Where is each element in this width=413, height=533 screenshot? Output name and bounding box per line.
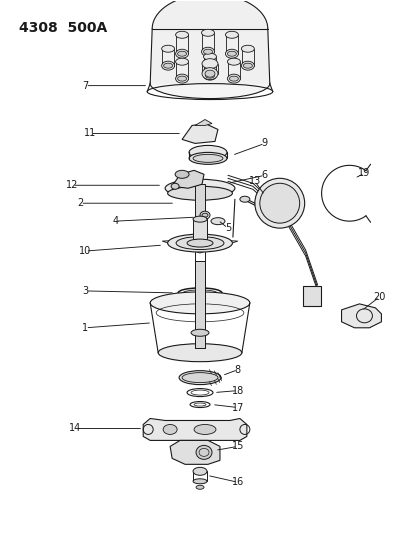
Ellipse shape	[196, 446, 211, 459]
Ellipse shape	[161, 61, 174, 70]
Text: 10: 10	[79, 246, 91, 256]
Ellipse shape	[176, 237, 223, 249]
Text: 11: 11	[84, 128, 96, 139]
Ellipse shape	[254, 179, 304, 228]
Text: 2: 2	[77, 198, 83, 208]
Ellipse shape	[179, 370, 221, 385]
Ellipse shape	[175, 58, 188, 65]
Ellipse shape	[177, 51, 186, 56]
Text: 18: 18	[231, 385, 243, 395]
Text: 5: 5	[224, 223, 230, 233]
Ellipse shape	[203, 53, 216, 60]
Text: 16: 16	[231, 477, 243, 487]
Polygon shape	[150, 0, 269, 84]
Text: 6: 6	[261, 171, 267, 180]
Ellipse shape	[202, 68, 217, 79]
Text: 13: 13	[248, 176, 260, 187]
Ellipse shape	[163, 424, 177, 434]
Polygon shape	[143, 418, 246, 440]
Polygon shape	[199, 239, 237, 243]
Ellipse shape	[259, 183, 299, 223]
Ellipse shape	[189, 146, 226, 159]
Text: 1: 1	[82, 323, 88, 333]
Ellipse shape	[241, 45, 254, 52]
Ellipse shape	[225, 49, 238, 58]
Ellipse shape	[227, 51, 236, 56]
Polygon shape	[162, 239, 199, 243]
Ellipse shape	[175, 31, 188, 38]
Ellipse shape	[163, 63, 172, 68]
Ellipse shape	[201, 29, 214, 36]
Ellipse shape	[150, 69, 269, 99]
Ellipse shape	[187, 239, 212, 247]
Ellipse shape	[227, 74, 240, 83]
Ellipse shape	[167, 234, 232, 252]
Text: 15: 15	[231, 441, 244, 451]
Text: 8: 8	[234, 365, 240, 375]
Ellipse shape	[202, 213, 207, 217]
Ellipse shape	[241, 61, 254, 70]
Ellipse shape	[225, 31, 238, 38]
Text: 14: 14	[69, 423, 81, 433]
Ellipse shape	[192, 467, 206, 475]
Ellipse shape	[175, 74, 188, 83]
Ellipse shape	[202, 59, 217, 69]
Ellipse shape	[205, 73, 214, 78]
Text: 19: 19	[358, 168, 370, 179]
Bar	[192, 219, 206, 239]
Ellipse shape	[192, 216, 206, 222]
Polygon shape	[195, 119, 211, 125]
Polygon shape	[172, 171, 204, 188]
Ellipse shape	[243, 63, 252, 68]
Ellipse shape	[211, 217, 224, 224]
Text: 12: 12	[66, 180, 78, 190]
Ellipse shape	[190, 329, 209, 336]
Text: 7: 7	[82, 80, 88, 91]
Ellipse shape	[175, 171, 189, 179]
Bar	[195, 261, 204, 348]
Ellipse shape	[203, 49, 212, 54]
Polygon shape	[170, 440, 219, 464]
Polygon shape	[194, 231, 206, 239]
Ellipse shape	[229, 76, 238, 81]
Ellipse shape	[150, 292, 249, 314]
Text: 4308  500A: 4308 500A	[19, 21, 107, 35]
Bar	[302, 286, 320, 306]
Text: 3: 3	[82, 286, 88, 296]
Ellipse shape	[167, 186, 232, 200]
Text: 9: 9	[261, 139, 267, 148]
Ellipse shape	[175, 49, 188, 58]
Text: 20: 20	[373, 292, 385, 302]
Polygon shape	[194, 239, 206, 253]
Ellipse shape	[204, 70, 214, 77]
Text: 4: 4	[112, 216, 118, 226]
Polygon shape	[341, 304, 380, 328]
Bar	[195, 184, 204, 219]
Ellipse shape	[182, 373, 217, 383]
Ellipse shape	[189, 152, 226, 164]
Ellipse shape	[171, 183, 179, 189]
Ellipse shape	[161, 45, 174, 52]
Ellipse shape	[165, 179, 234, 197]
Ellipse shape	[199, 211, 209, 219]
Ellipse shape	[192, 479, 206, 484]
Ellipse shape	[196, 485, 204, 489]
Ellipse shape	[239, 196, 249, 202]
Ellipse shape	[177, 76, 186, 81]
Ellipse shape	[194, 424, 216, 434]
Ellipse shape	[158, 344, 241, 362]
Polygon shape	[182, 124, 217, 143]
Ellipse shape	[192, 155, 223, 163]
Ellipse shape	[203, 71, 216, 80]
Ellipse shape	[201, 47, 214, 56]
Ellipse shape	[227, 58, 240, 65]
Text: 17: 17	[231, 402, 244, 413]
